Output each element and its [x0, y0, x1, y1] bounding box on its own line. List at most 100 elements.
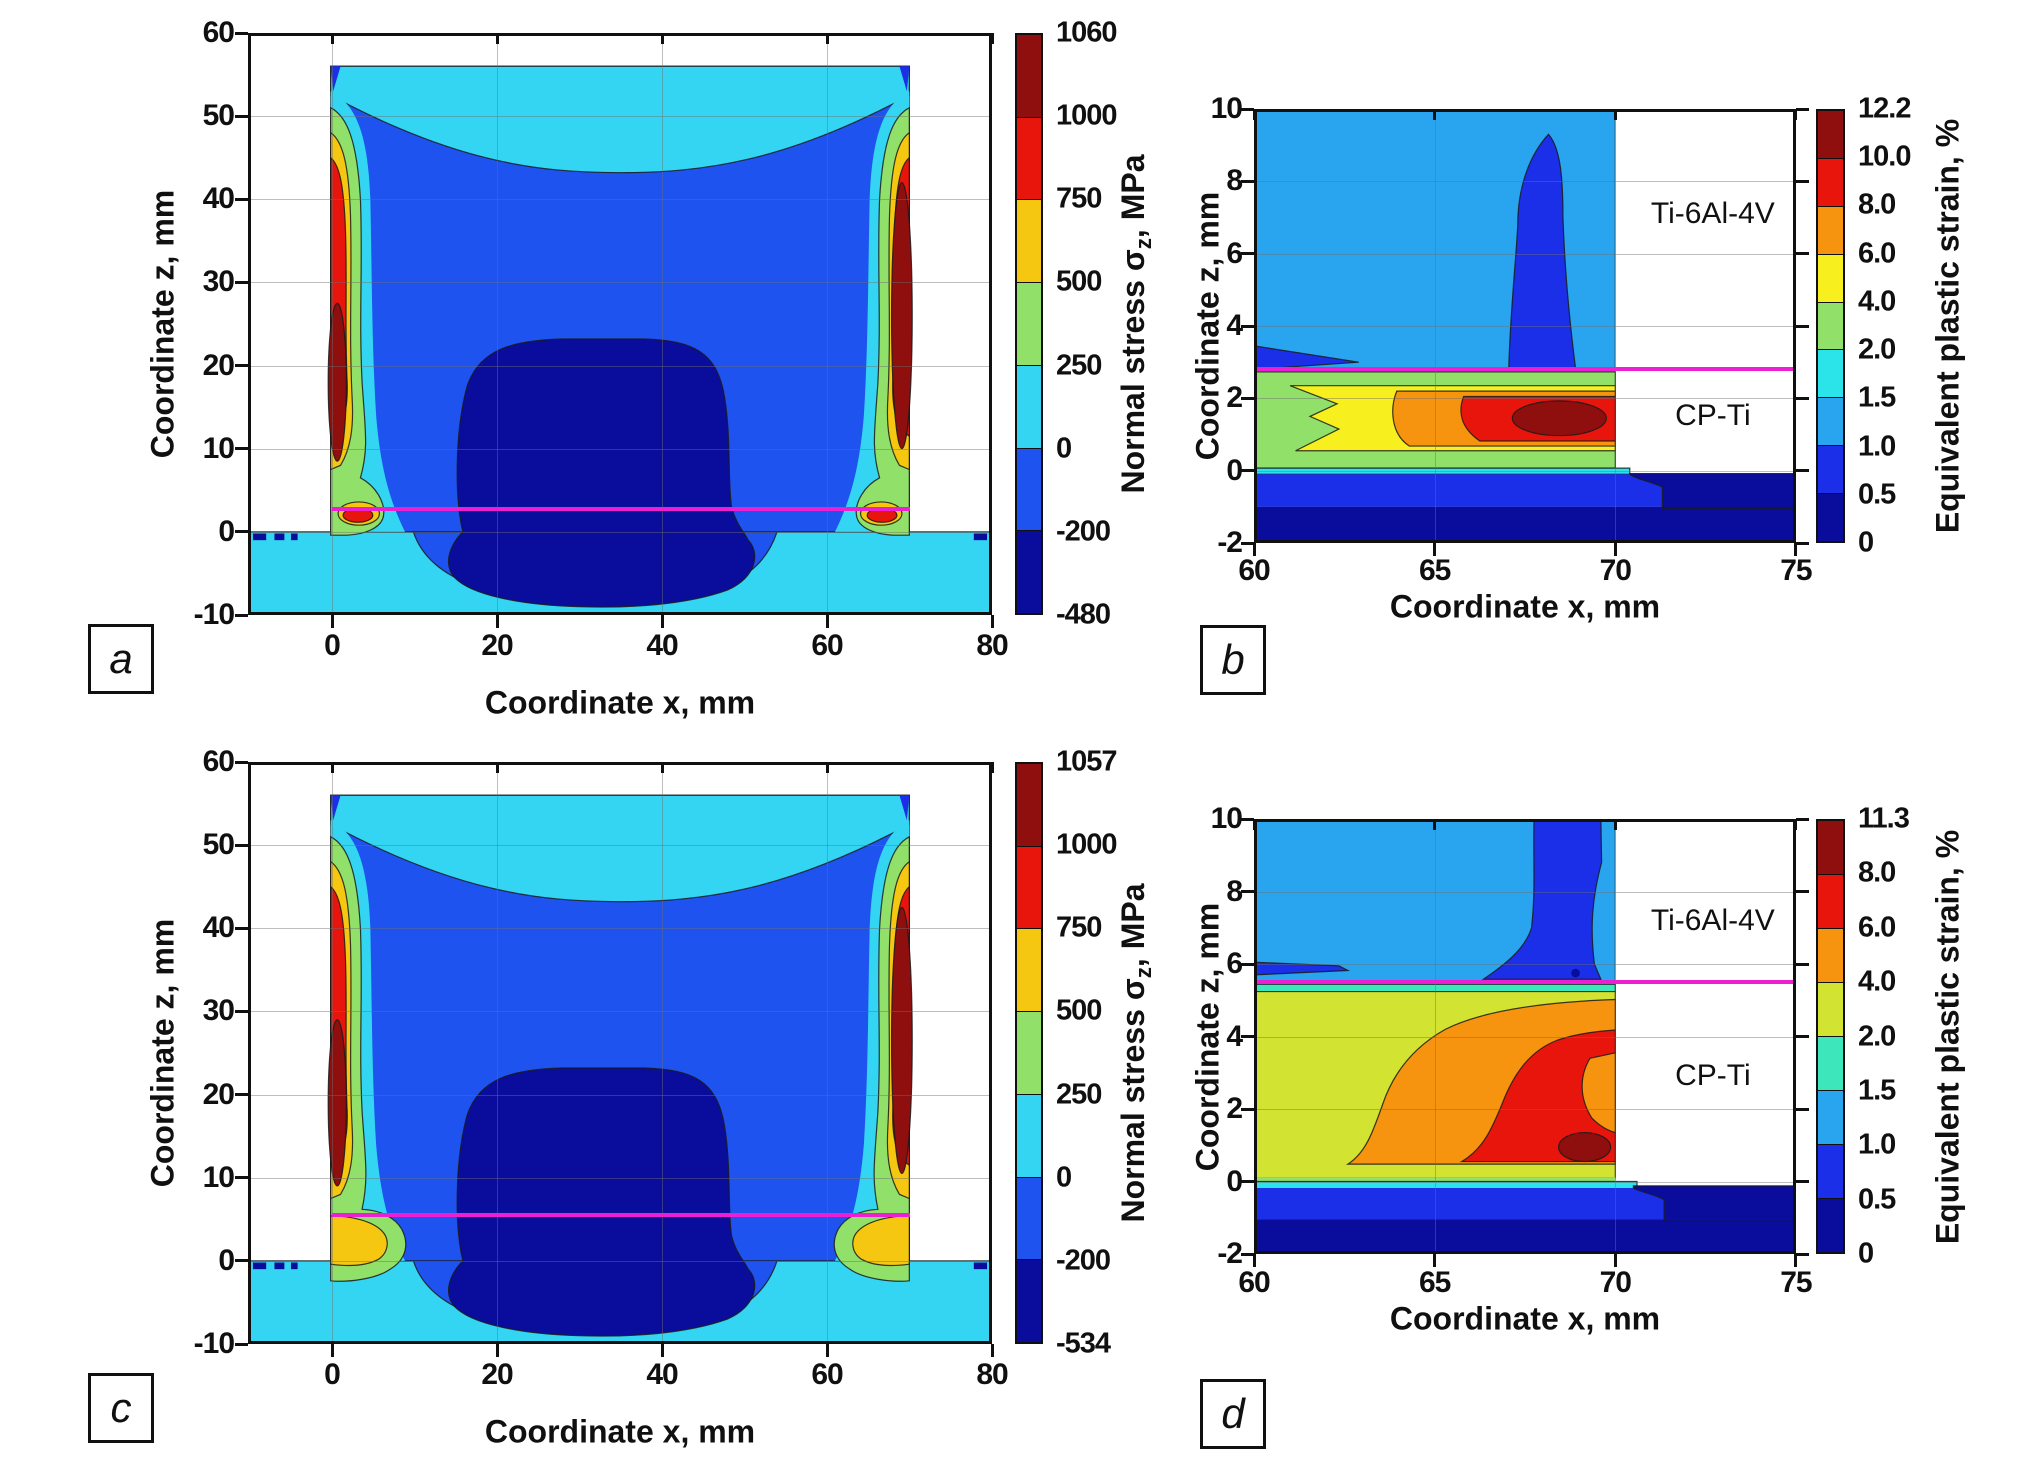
gridline-x-40	[662, 33, 663, 615]
z-tick	[235, 364, 248, 368]
z-tick	[235, 760, 248, 764]
colorbar-label: -480	[1056, 598, 1111, 631]
x-tick	[1252, 543, 1256, 556]
colorbar-segment-red	[1017, 845, 1041, 929]
gridline-x-0	[332, 33, 333, 615]
z-tick	[1241, 324, 1254, 328]
colorbar-label: 2.0	[1858, 333, 1896, 366]
colorbar-label: 500	[1056, 265, 1102, 298]
z-tick-label: 10	[1210, 802, 1243, 835]
colorbar-segment-darkred	[1017, 35, 1041, 117]
x-tick-label: 70	[1599, 1266, 1632, 1299]
gridline-z-0	[248, 1260, 992, 1262]
colorbar-label: 0.5	[1858, 1183, 1896, 1216]
colorbar-segment-strainCyan	[1818, 349, 1843, 398]
z-tick	[1241, 107, 1254, 111]
gridline-z-4	[1254, 1036, 1796, 1038]
z-tick-label: 20	[202, 1077, 235, 1111]
z-tick	[1241, 1035, 1254, 1038]
colorbar-segment-navy	[1017, 530, 1041, 614]
colorbar-label: 1000	[1056, 828, 1118, 861]
z-tick-label: 2	[1226, 1092, 1243, 1125]
x-tick-label: 60	[811, 1358, 843, 1391]
colorbar-label: 0	[1056, 432, 1072, 465]
colorbar-label: 2.0	[1858, 1020, 1896, 1052]
gridline-x-70	[1615, 819, 1617, 1254]
x-tick-top	[825, 762, 829, 773]
strain-contour-plot-d	[1254, 819, 1796, 1254]
colorbar-segment-cyan	[1017, 1093, 1041, 1177]
gridline-z-0	[1254, 470, 1796, 472]
x-tick-label: 65	[1418, 554, 1451, 587]
colorbar-segment-green	[1017, 282, 1041, 365]
z-tick	[1241, 1107, 1254, 1111]
panel-letter-a: a	[88, 624, 154, 694]
x-tick-top	[990, 33, 994, 44]
gridline-x-60	[827, 33, 828, 615]
colorbar-segment-red	[1818, 157, 1843, 206]
colorbar-label: 1.0	[1858, 430, 1896, 463]
x-tick	[330, 615, 334, 628]
material-label-Ti-6Al-4V: Ti-6Al-4V	[1650, 903, 1775, 937]
z-tick-right	[1796, 179, 1809, 183]
x-axis-title: Coordinate x, mm	[484, 684, 756, 721]
x-tick-label: 60	[1238, 1266, 1270, 1299]
x-tick-top	[660, 762, 664, 773]
colorbar-label: 10.0	[1858, 140, 1911, 173]
x-tick-label: 0	[324, 629, 341, 662]
colorbar-label: 0	[1858, 1237, 1874, 1270]
colorbar-label: 4.0	[1858, 965, 1896, 998]
z-tick	[1241, 817, 1254, 821]
x-tick-label: 40	[646, 1358, 678, 1391]
x-tick-top	[990, 762, 994, 773]
x-tick-label: 70	[1599, 554, 1632, 587]
x-tick-top	[1433, 109, 1437, 120]
z-tick	[235, 843, 248, 847]
colorbar-label: 500	[1056, 994, 1102, 1027]
z-tick-label: 8	[1226, 874, 1243, 908]
z-tick	[235, 1009, 248, 1013]
gridline-z-10	[248, 448, 992, 450]
x-tick-top	[1613, 819, 1617, 830]
x-tick	[330, 1344, 334, 1357]
x-tick-label: 40	[646, 629, 678, 662]
z-tick-label: 0	[218, 514, 235, 548]
colorbar-segment-navy	[1017, 1259, 1041, 1343]
x-tick-label: 75	[1780, 1266, 1812, 1299]
x-tick	[1794, 1254, 1798, 1267]
z-tick-label: 40	[202, 911, 235, 945]
joint-interface-line	[1254, 980, 1796, 985]
z-tick-right	[1796, 252, 1809, 256]
x-tick	[1613, 543, 1617, 556]
z-tick	[1241, 396, 1254, 400]
x-tick-top	[330, 762, 334, 773]
colorbar-label: -534	[1056, 1327, 1111, 1360]
gridline-z-20	[248, 365, 992, 367]
x-tick-label: 60	[1238, 554, 1270, 587]
colorbar-label: 12.2	[1858, 92, 1911, 125]
z-tick	[1241, 962, 1254, 966]
z-tick	[235, 197, 248, 201]
z-tick	[1241, 541, 1254, 545]
colorbar-label: 750	[1056, 911, 1102, 944]
gridline-z-10	[248, 1177, 992, 1179]
gridline-x-20	[497, 762, 498, 1344]
gridline-z-40	[248, 928, 992, 930]
colorbar-segment-stressBlue	[1017, 447, 1041, 531]
gridline-z-20	[248, 1094, 992, 1096]
colorbar-label: 0	[1858, 526, 1874, 559]
material-label-CP-Ti: CP-Ti	[1675, 399, 1751, 433]
z-tick-label: 6	[1226, 947, 1243, 980]
z-tick-label: 60	[202, 745, 235, 779]
colorbar-label: 0	[1056, 1161, 1072, 1194]
gridline-x-60	[827, 762, 828, 1344]
colorbar-label: 750	[1056, 182, 1102, 215]
colorbar-label: 4.0	[1858, 285, 1896, 318]
colorbar-segment-navy	[1818, 1198, 1843, 1252]
colorbar-segment-turquoise	[1818, 1036, 1843, 1090]
z-tick-label: 0	[218, 1243, 235, 1277]
x-tick-label: 80	[976, 629, 1008, 662]
z-tick	[235, 1259, 248, 1263]
x-tick-label: 0	[324, 1358, 341, 1391]
